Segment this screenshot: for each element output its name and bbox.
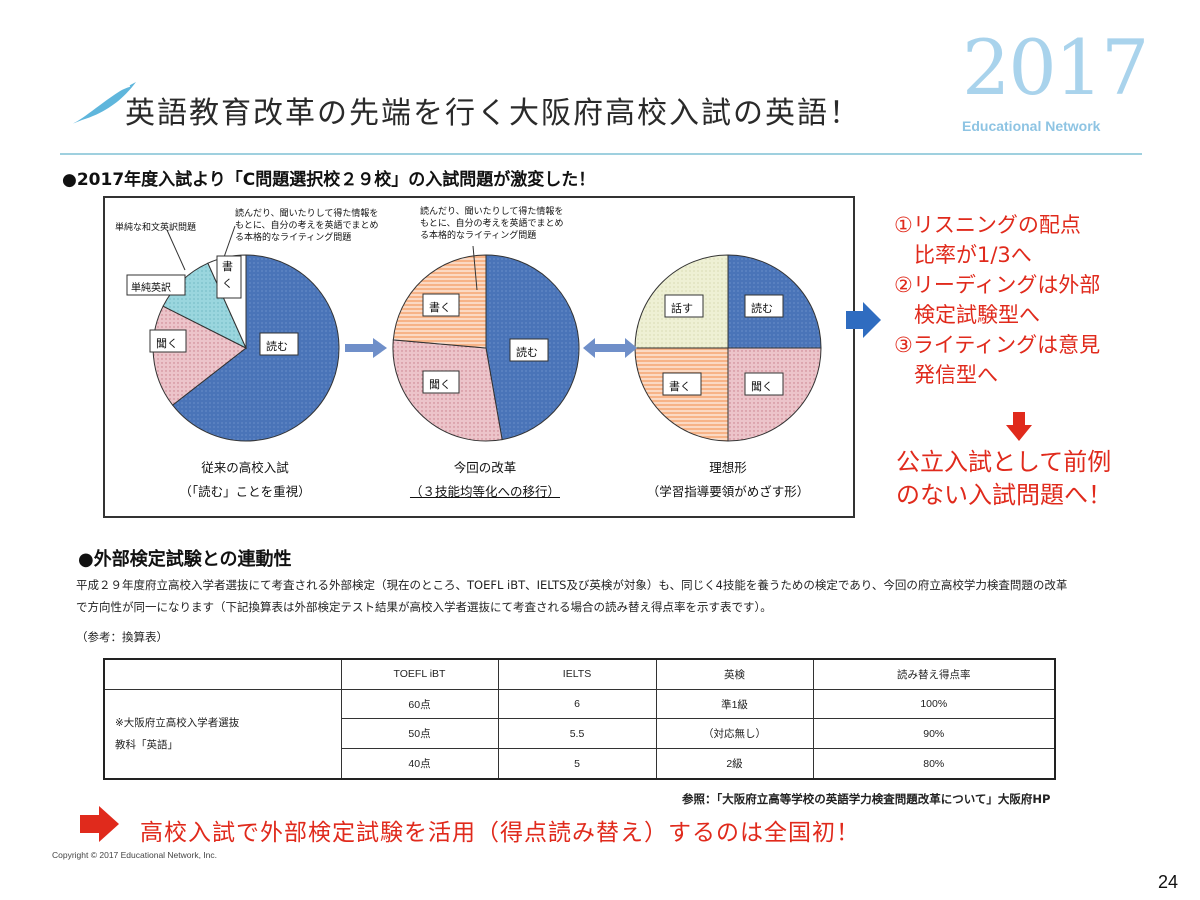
table-cell: 90% (812, 718, 1056, 750)
table-cell: 準1級 (655, 688, 814, 720)
arrow-right-icon (846, 302, 881, 338)
header-divider (60, 153, 1142, 155)
pie1-label-kaku: 書く (222, 260, 233, 290)
table-row-label: ※大阪府立高校入学者選抜 教科「英語」 (103, 688, 342, 780)
pie-figure (126, 225, 822, 442)
table-cell: 40点 (340, 748, 499, 780)
table-cell: 6 (497, 688, 657, 720)
table-header-empty (103, 658, 342, 690)
key-points: ①リスニングの配点 比率が1/3へ ②リーディングは外部 検定試験型へ ③ライテ… (894, 210, 1100, 390)
conversion-table: TOEFL iBT IELTS 英検 読み替え得点率 ※大阪府立高校入学者選抜 … (103, 658, 1056, 780)
page-title: 英語教育改革の先端を行く大阪府高校入試の英語！ (125, 96, 861, 131)
arrow-right (345, 338, 387, 358)
pie2-caption: 今回の改革 （３技能均等化への移行） (409, 460, 560, 499)
footer-statement: 高校入試で外部検定試験を活用（得点読み替え）するのは全国初！ (140, 820, 860, 846)
point-3-line1: ③ライティングは意見 (894, 333, 1101, 357)
pie3-caption: 理想形 （学習指導要領がめざす形） (646, 460, 810, 499)
pie2-annotation-writing: 読んだり、聞いたりして得た情報を もとに、自分の考えを英語でまとめ る本格的なラ… (420, 207, 564, 241)
table-cell: （対応無し） (655, 718, 814, 750)
brand-name: Educational Network (962, 118, 1101, 134)
point-2-line1: ②リーディングは外部 (894, 273, 1101, 297)
arrow-down-icon (1006, 412, 1032, 441)
year-logo: 2017 (962, 23, 1149, 112)
table-cell: 80% (812, 748, 1056, 780)
table-header-cell: TOEFL iBT (340, 658, 499, 690)
section2-paragraph: 平成２９年度府立高校入学者選抜にて考査される外部検定（現在のところ、TOEFL … (76, 578, 1068, 614)
pie1-label-kiku: 聞く (156, 337, 178, 350)
table-header-cell: IELTS (497, 658, 657, 690)
table-cell: 100% (812, 688, 1056, 720)
pie3-label-hanasu: 話す (671, 302, 693, 315)
conclusion: 公立入試として前例 のない入試問題へ！ (896, 448, 1112, 509)
table-cell: 5.5 (497, 718, 657, 750)
table-cell: 2級 (655, 748, 814, 780)
point-1-line2: 比率が1/3へ (914, 243, 1032, 267)
arrow-both (583, 338, 637, 358)
table-row: ※大阪府立高校入学者選抜 教科「英語」 60点 6 準1級 100% (103, 688, 1056, 780)
point-2-line2: 検定試験型へ (914, 303, 1040, 327)
feather-icon (71, 82, 136, 125)
pie2-label-kaku: 書く (429, 301, 451, 314)
pie1-annotation-wabun: 単純な和文英訳問題 (115, 223, 197, 233)
section2-heading: ●外部検定試験との連動性 (78, 549, 292, 570)
copyright: Copyright © 2017 Educational Network, In… (52, 850, 218, 860)
table-cell: 60点 (340, 688, 499, 720)
pie-ideal (634, 254, 822, 442)
table-header-row: TOEFL iBT IELTS 英検 読み替え得点率 (103, 658, 1056, 690)
point-1-line1: ①リスニングの配点 (894, 213, 1081, 237)
page-number: 24 (1158, 872, 1179, 892)
pie-figure-box: 読む 聞く 単純英訳 書く 単純な和文英訳問題 読んだり、聞いたりして得た情報を… (103, 196, 855, 518)
table-header-cell: 英検 (655, 658, 814, 690)
pie1-annotation-writing: 読んだり、聞いたりして得た情報を もとに、自分の考えを英語でまとめ る本格的なラ… (235, 209, 379, 243)
pie2-label-yomu: 読む (516, 346, 538, 359)
pie3-label-kaku: 書く (669, 380, 691, 393)
reference-label: （参考：換算表） (76, 630, 168, 644)
table-cell: 50点 (340, 718, 499, 750)
table-row: 50点 5.5 （対応無し） 90% (104, 718, 1056, 750)
source-citation: 参照：「大阪府立高等学校の英語学力検査問題改革について」大阪府HP (682, 792, 1051, 806)
section1-heading: ●2017年度入試より「C問題選択校２９校」の入試問題が激変した！ (62, 170, 596, 190)
pie1-label-tanjun: 単純英訳 (131, 283, 171, 294)
pie3-label-yomu: 読む (751, 302, 773, 315)
pie3-label-kiku: 聞く (751, 380, 773, 393)
pie2-label-kiku: 聞く (429, 378, 451, 391)
point-3-line2: 発信型へ (914, 363, 998, 387)
pie1-caption: 従来の高校入試 （「読む」ことを重視） (179, 460, 311, 499)
table-header-cell: 読み替え得点率 (812, 658, 1056, 690)
arrow-right-red-icon (80, 806, 119, 842)
pie-reform (392, 254, 580, 442)
pie1-label-yomu: 読む (266, 340, 288, 353)
table-cell: 5 (497, 748, 657, 780)
table-row: 40点 5 2級 80% (104, 748, 1056, 780)
